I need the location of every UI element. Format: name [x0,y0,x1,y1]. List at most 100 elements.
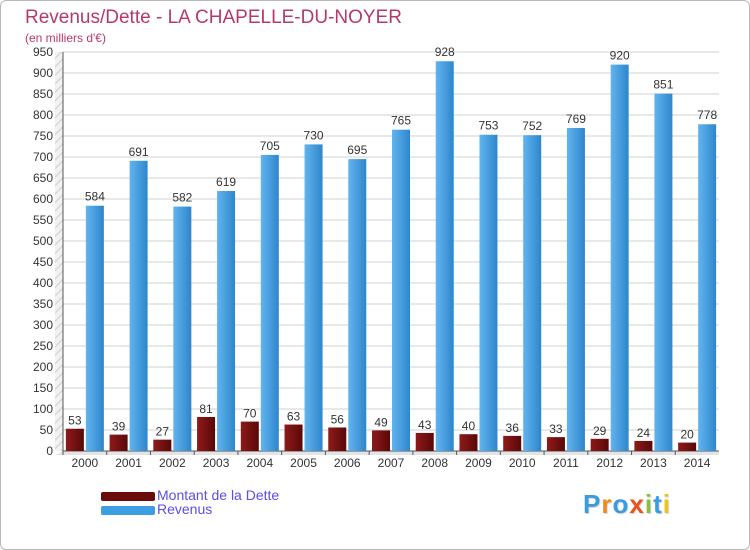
proxiti-logo: Proxiti [583,489,671,520]
y-tick-label: 0 [46,444,53,458]
bar-revenus-2008 [435,61,454,452]
data-label-revenus-2002: 582 [172,191,192,205]
data-label-debt-2004: 70 [243,407,257,421]
bar-revenus-2000 [85,205,104,451]
bar-debt-2002 [153,439,172,451]
data-label-debt-2008: 43 [418,418,432,432]
x-tick-label: 2014 [684,456,711,470]
x-tick-label: 2008 [421,456,448,470]
x-tick-label: 2012 [596,456,623,470]
bar-revenus-2009 [479,134,498,452]
bar-debt-2001 [109,434,128,451]
bar-debt-2010 [503,435,522,451]
y-tick-label: 850 [33,87,53,101]
bar-debt-2004 [240,421,259,451]
x-tick-label: 2005 [290,456,317,470]
data-label-revenus-2013: 851 [653,78,673,92]
legend-label-debt: Montant de la Dette [157,487,280,503]
data-label-debt-2013: 24 [637,426,651,440]
bar-revenus-2010 [523,135,542,451]
bar-debt-2005 [284,424,303,451]
logo-letter: i [644,489,654,519]
y-tick-label: 400 [33,276,53,290]
data-label-revenus-2014: 778 [697,108,717,122]
y-tick-label: 50 [40,423,54,437]
bar-revenus-2002 [173,206,192,451]
bar-revenus-2014 [698,124,717,452]
legend-label-revenus: Revenus [157,501,213,517]
bar-debt-2008 [415,432,434,451]
bar-debt-2012 [590,438,609,451]
plot-floor [55,451,719,455]
bar-debt-2006 [328,427,347,451]
data-label-revenus-2004: 705 [260,139,280,153]
x-tick-label: 2010 [509,456,536,470]
y-tick-label: 500 [33,234,53,248]
bar-debt-2007 [372,430,390,451]
y-tick-label: 950 [33,45,53,59]
bar-revenus-2013 [654,93,673,451]
data-label-debt-2001: 39 [112,420,126,434]
y-tick-label: 750 [33,129,53,143]
y-tick-label: 100 [33,402,53,416]
x-tick-label: 2003 [203,456,230,470]
plot-side-wall [55,52,63,451]
x-tick-label: 2011 [553,456,579,470]
bar-debt-2011 [546,437,565,451]
logo-letter: P [583,489,602,519]
x-tick-label: 2004 [246,456,273,470]
data-label-revenus-2012: 920 [610,49,630,63]
logo-letter: i [662,489,671,519]
y-tick-label: 250 [33,339,53,353]
chart-subtitle: (en milliers d'€) [25,31,106,45]
y-tick-label: 200 [33,360,53,374]
data-label-revenus-2010: 752 [522,119,542,133]
x-tick-label: 2009 [465,456,492,470]
logo-letter: r [601,489,613,519]
legend-swatch-debt [101,492,155,501]
bar-debt-2013 [634,440,653,451]
x-tick-label: 2002 [159,456,186,470]
legend-swatch-revenus [101,506,155,515]
data-label-revenus-2011: 769 [566,112,586,126]
y-tick-label: 800 [33,108,53,122]
bar-revenus-2006 [348,159,367,451]
logo-letter: t [653,489,663,519]
bar-revenus-2004 [260,154,279,451]
x-tick-label: 2001 [115,456,142,470]
data-label-revenus-2006: 695 [347,143,367,157]
data-label-debt-2000: 53 [68,414,82,428]
y-tick-label: 150 [33,381,53,395]
y-tick-label: 700 [33,150,53,164]
chart-title: Revenus/Dette - LA CHAPELLE-DU-NOYER [25,7,402,28]
y-tick-label: 600 [33,192,53,206]
data-label-debt-2007: 49 [374,415,388,429]
data-label-debt-2010: 36 [506,421,520,435]
logo-letter: o [612,489,630,519]
bar-debt-2009 [459,434,478,451]
x-tick-label: 2000 [72,456,99,470]
x-tick-label: 2006 [334,456,361,470]
y-tick-label: 650 [33,171,53,185]
y-tick-label: 550 [33,213,53,227]
y-tick-label: 900 [33,66,53,80]
x-tick-label: 2013 [640,456,667,470]
data-label-revenus-2001: 691 [129,145,149,159]
data-label-debt-2009: 40 [462,419,476,433]
data-label-debt-2003: 81 [199,402,213,416]
data-label-debt-2006: 56 [331,412,345,426]
bar-revenus-2001 [129,160,148,451]
data-label-revenus-2008: 928 [435,45,455,59]
data-label-revenus-2003: 619 [216,175,236,189]
data-label-revenus-2009: 753 [478,119,498,133]
bar-revenus-2003 [217,191,236,451]
bar-revenus-2011 [566,128,585,451]
y-tick-label: 350 [33,297,53,311]
data-label-debt-2012: 29 [593,424,607,438]
data-label-debt-2011: 33 [549,422,563,436]
bar-debt-2014 [678,442,697,451]
data-label-debt-2005: 63 [287,410,301,424]
x-tick-label: 2007 [378,456,405,470]
